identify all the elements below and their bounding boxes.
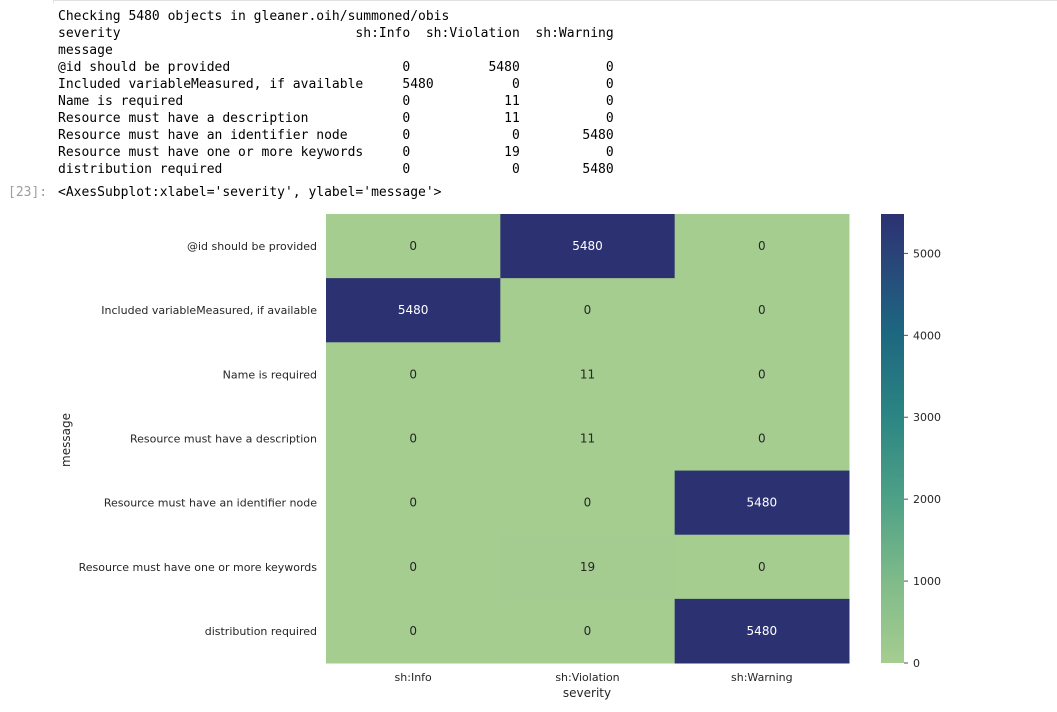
cell-annotation: 11	[580, 367, 595, 381]
cell-annotation: 5480	[747, 624, 778, 638]
heatmap-cell	[326, 470, 501, 536]
cell-annotation: 0	[409, 239, 417, 253]
cell-top-border	[53, 0, 1057, 3]
heatmap-cell	[674, 598, 850, 664]
colorbar-tick-label: 0	[913, 657, 920, 670]
heatmap-cell	[500, 406, 676, 472]
y-axis-title: message	[59, 413, 73, 467]
heatmap-cell	[500, 598, 676, 664]
cell-annotation: 0	[584, 496, 592, 510]
heatmap-cell	[500, 278, 676, 343]
heatmap-cell	[674, 278, 850, 343]
cell-annotation: 0	[758, 303, 766, 317]
cell-annotation: 0	[409, 624, 417, 638]
heatmap-cell	[674, 214, 850, 279]
colorbar-tick-label: 5000	[913, 247, 941, 260]
output-line: message	[58, 43, 113, 58]
heatmap-cell	[500, 214, 676, 279]
cell-annotation: 5480	[747, 496, 778, 510]
x-axis-title: severity	[563, 686, 611, 700]
y-tick-label: Resource must have an identifier node	[104, 497, 317, 510]
cell-annotation: 0	[758, 367, 766, 381]
colorbar-tick-label: 1000	[913, 575, 941, 588]
heatmap-cell	[326, 598, 501, 664]
x-tick-label: sh:Warning	[731, 671, 793, 684]
colorbar-tick-label: 3000	[913, 411, 941, 424]
output-line: Resource must have a description 0 11 0	[58, 111, 614, 126]
cell-annotation: 0	[409, 496, 417, 510]
output-line: Resource must have one or more keywords …	[58, 145, 614, 160]
heatmap-cell	[326, 214, 501, 279]
cell-annotation: 5480	[572, 239, 603, 253]
y-tick-label: Included variableMeasured, if available	[101, 304, 317, 317]
output-line: Included variableMeasured, if available …	[58, 77, 614, 92]
execution-prompt: [23]:	[8, 185, 48, 200]
cell-annotation: 0	[409, 560, 417, 574]
output-line: Checking 5480 objects in gleaner.oih/sum…	[58, 9, 450, 24]
heatmap-cell	[326, 534, 501, 600]
colorbar-tick-label: 2000	[913, 493, 941, 506]
cell-output-text[interactable]: Checking 5480 objects in gleaner.oih/sum…	[58, 8, 614, 178]
x-tick-label: sh:Violation	[555, 671, 619, 684]
heatmap-cell	[674, 470, 850, 536]
cell-annotation: 19	[580, 560, 595, 574]
cell-annotation: 0	[584, 624, 592, 638]
output-line: distribution required 0 0 5480	[58, 162, 614, 177]
output-line: @id should be provided 0 5480 0	[58, 60, 614, 75]
cell-annotation: 0	[409, 367, 417, 381]
heatmap-cell	[500, 534, 676, 600]
cell-annotation: 0	[758, 239, 766, 253]
cell-annotation: 0	[758, 432, 766, 446]
y-tick-label: distribution required	[205, 625, 317, 638]
y-tick-label: @id should be provided	[187, 240, 317, 253]
cell-annotation: 0	[584, 303, 592, 317]
heatmap-cell	[326, 406, 501, 472]
y-tick-label: Name is required	[223, 368, 317, 381]
heatmap-cell	[674, 406, 850, 472]
cell-annotation: 0	[409, 432, 417, 446]
cell-annotation: 5480	[398, 303, 429, 317]
result-repr: <AxesSubplot:xlabel='severity', ylabel='…	[58, 185, 442, 200]
y-tick-label: Resource must have a description	[130, 433, 317, 446]
heatmap-cell	[326, 342, 501, 407]
heatmap-cell	[674, 342, 850, 407]
output-line: severity sh:Info sh:Violation sh:Warning	[58, 26, 614, 41]
cell-annotation: 0	[758, 560, 766, 574]
cell-annotation: 11	[580, 432, 595, 446]
heatmap-cell	[674, 534, 850, 600]
output-line: Resource must have an identifier node 0 …	[58, 128, 614, 143]
heatmap-cell	[500, 342, 676, 407]
heatmap-cell	[326, 278, 501, 343]
x-tick-label: sh:Info	[395, 671, 432, 684]
y-tick-label: Resource must have one or more keywords	[79, 561, 318, 574]
colorbar	[881, 214, 904, 663]
output-line: Name is required 0 11 0	[58, 94, 614, 109]
colorbar-tick-label: 4000	[913, 329, 941, 342]
heatmap-cell	[500, 470, 676, 536]
